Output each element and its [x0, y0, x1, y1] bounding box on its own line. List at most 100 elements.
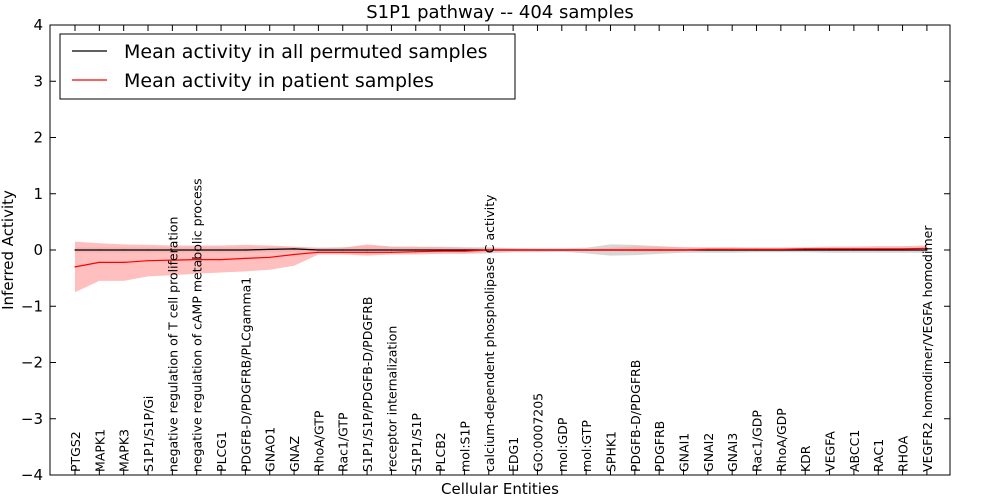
x-tick-label: S1P1/S1P/Gi [141, 396, 156, 472]
point-permuted [220, 249, 222, 251]
point-patient [634, 249, 636, 251]
point-patient [902, 248, 904, 250]
point-permuted [269, 248, 271, 250]
point-patient [926, 247, 928, 249]
x-tick-label: GNAI2 [701, 433, 716, 472]
point-patient [561, 249, 563, 251]
point-patient [244, 257, 246, 259]
point-permuted [415, 249, 417, 251]
point-patient [366, 251, 368, 253]
point-permuted [439, 249, 441, 251]
point-permuted [902, 249, 904, 251]
x-tick-label: S1P1/S1P/PDGFB-D/PDGFRB [360, 297, 375, 472]
x-tick-label: MAPK3 [117, 429, 132, 472]
point-patient [707, 248, 709, 250]
point-permuted [804, 249, 806, 251]
point-patient [512, 249, 514, 251]
point-patient [585, 249, 587, 251]
y-tick-label: 3 [33, 72, 43, 90]
x-tick-label: Rac1/GDP [750, 410, 765, 472]
x-tick-label: GNAO1 [263, 427, 278, 472]
x-tick-label: EDG1 [506, 437, 521, 472]
point-permuted [293, 248, 295, 250]
point-patient [317, 251, 319, 253]
point-patient [682, 249, 685, 251]
y-axis-ticks: 4 3 2 1 0 −1 −2 −3 −4 [21, 16, 950, 484]
x-tick-label: RHOA [896, 435, 911, 472]
x-tick-label: PTGS2 [68, 431, 83, 472]
x-tick-label: GO:0007205 [531, 393, 546, 472]
point-permuted [171, 249, 173, 251]
x-tick-label: calcium-dependent phospholipase C activi… [482, 194, 497, 472]
x-tick-label: GNAI1 [677, 433, 692, 472]
x-axis-label: Cellular Entities [441, 480, 559, 498]
point-patient [293, 253, 295, 256]
x-tick-label: receptor internalization [384, 326, 399, 472]
point-patient [853, 248, 855, 250]
point-patient [269, 256, 271, 258]
point-patient [463, 250, 465, 252]
x-tick-label: GNAZ [287, 436, 302, 472]
x-tick-label: negative regulation of T cell proliferat… [165, 217, 180, 472]
series-lines [74, 247, 928, 268]
y-tick-label: −3 [21, 410, 43, 428]
x-tick-label: KDR [798, 445, 813, 472]
line-patient [74, 247, 927, 268]
x-tick-label: RhoA/GTP [311, 410, 326, 472]
point-patient [415, 251, 417, 253]
x-tick-label: mol:GDP [555, 417, 570, 472]
point-patient [196, 259, 198, 261]
point-patient [123, 261, 125, 263]
point-patient [780, 248, 782, 250]
point-permuted [98, 249, 100, 251]
x-tick-label: S1P1/S1P [409, 413, 424, 472]
point-patient [804, 248, 806, 250]
x-tick-label: mol:S1P [457, 421, 472, 472]
y-tick-label: 0 [33, 241, 43, 259]
y-tick-label: −4 [21, 466, 43, 484]
point-patient [609, 249, 612, 251]
point-patient [171, 259, 173, 261]
point-permuted [877, 249, 879, 251]
plot-area: 4 3 2 1 0 −1 −2 −3 −4 PTGS2 MAPK1 MAPK3 S1P1/S1P/Gi… [21, 16, 951, 484]
x-tick-label: PDGFRB [652, 421, 667, 472]
legend-box [59, 33, 516, 100]
y-tick-label: −1 [21, 297, 43, 315]
point-patient [390, 251, 392, 253]
point-patient [731, 248, 733, 250]
point-patient [74, 266, 76, 268]
chart-title: S1P1 pathway -- 404 samples [366, 2, 634, 23]
x-tick-label: Rac1/GTP [336, 412, 351, 472]
x-tick-label: PLCG1 [214, 431, 229, 472]
legend-label-permuted: Mean activity in all permuted samples [124, 41, 487, 63]
x-axis-ticks: PTGS2 MAPK1 MAPK3 S1P1/S1P/Gi negative regul… [68, 25, 935, 475]
x-tick-label: PLCB2 [433, 432, 448, 472]
point-permuted [366, 249, 368, 251]
y-tick-label: −2 [21, 354, 43, 372]
x-tick-label: VEGFR2 homodimer/VEGFA homodimer [920, 225, 935, 472]
x-tick-label: mol:GTP [579, 420, 594, 472]
x-tick-label: VEGFA [823, 431, 838, 472]
y-axis-label: Inferred Activity [0, 190, 17, 310]
point-permuted [196, 249, 198, 251]
point-permuted [853, 249, 855, 251]
point-permuted [828, 249, 831, 251]
point-permuted [147, 249, 149, 251]
point-permuted [317, 249, 319, 251]
point-patient [439, 250, 441, 252]
x-tick-label: RAC1 [871, 439, 886, 472]
x-tick-label: PDGFB-D/PDGFRB/PLCgamma1 [238, 277, 253, 472]
point-patient [658, 249, 660, 251]
point-patient [98, 261, 100, 263]
point-permuted [463, 249, 465, 251]
legend: Mean activity in all permuted samples Me… [59, 33, 516, 100]
point-patient [536, 249, 539, 251]
x-tick-label: SPHK1 [604, 431, 619, 472]
y-tick-label: 4 [33, 16, 43, 34]
point-patient [147, 260, 149, 262]
x-tick-label: RhoA/GDP [774, 408, 789, 472]
point-permuted [244, 249, 246, 251]
x-tick-label: PDGFB-D/PDGFRB [628, 360, 643, 472]
x-tick-label: ABCC1 [847, 430, 862, 472]
